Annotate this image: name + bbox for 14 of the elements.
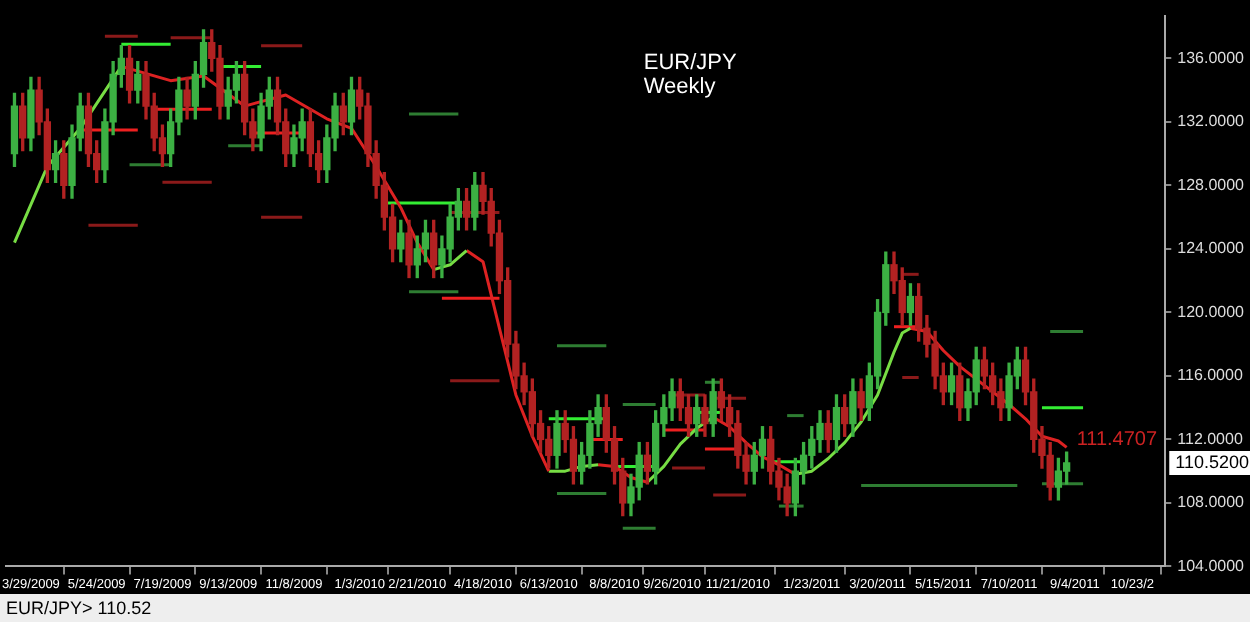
y-tick-label: 132.0000 — [1177, 112, 1246, 131]
y-tick-label: 116.0000 — [1177, 366, 1244, 385]
y-tick-label: 104.0000 — [1177, 556, 1246, 575]
y-tick-label: 128.0000 — [1177, 175, 1246, 194]
annotation: 111.4707 — [1076, 429, 1158, 452]
text: Weekly — [643, 74, 717, 99]
text: EUR/JPY — [643, 50, 738, 75]
text: EUR/JPY> 110.52 — [6, 598, 152, 618]
y-tick-label: 108.0000 — [1177, 493, 1246, 512]
y-tick-label: 124.0000 — [1177, 239, 1246, 258]
text: 110.5200 — [1175, 451, 1250, 472]
y-tick-label: 112.0000 — [1177, 429, 1244, 448]
y-tick-label: 120.0000 — [1177, 302, 1246, 321]
y-tick-label: 136.0000 — [1177, 48, 1246, 67]
